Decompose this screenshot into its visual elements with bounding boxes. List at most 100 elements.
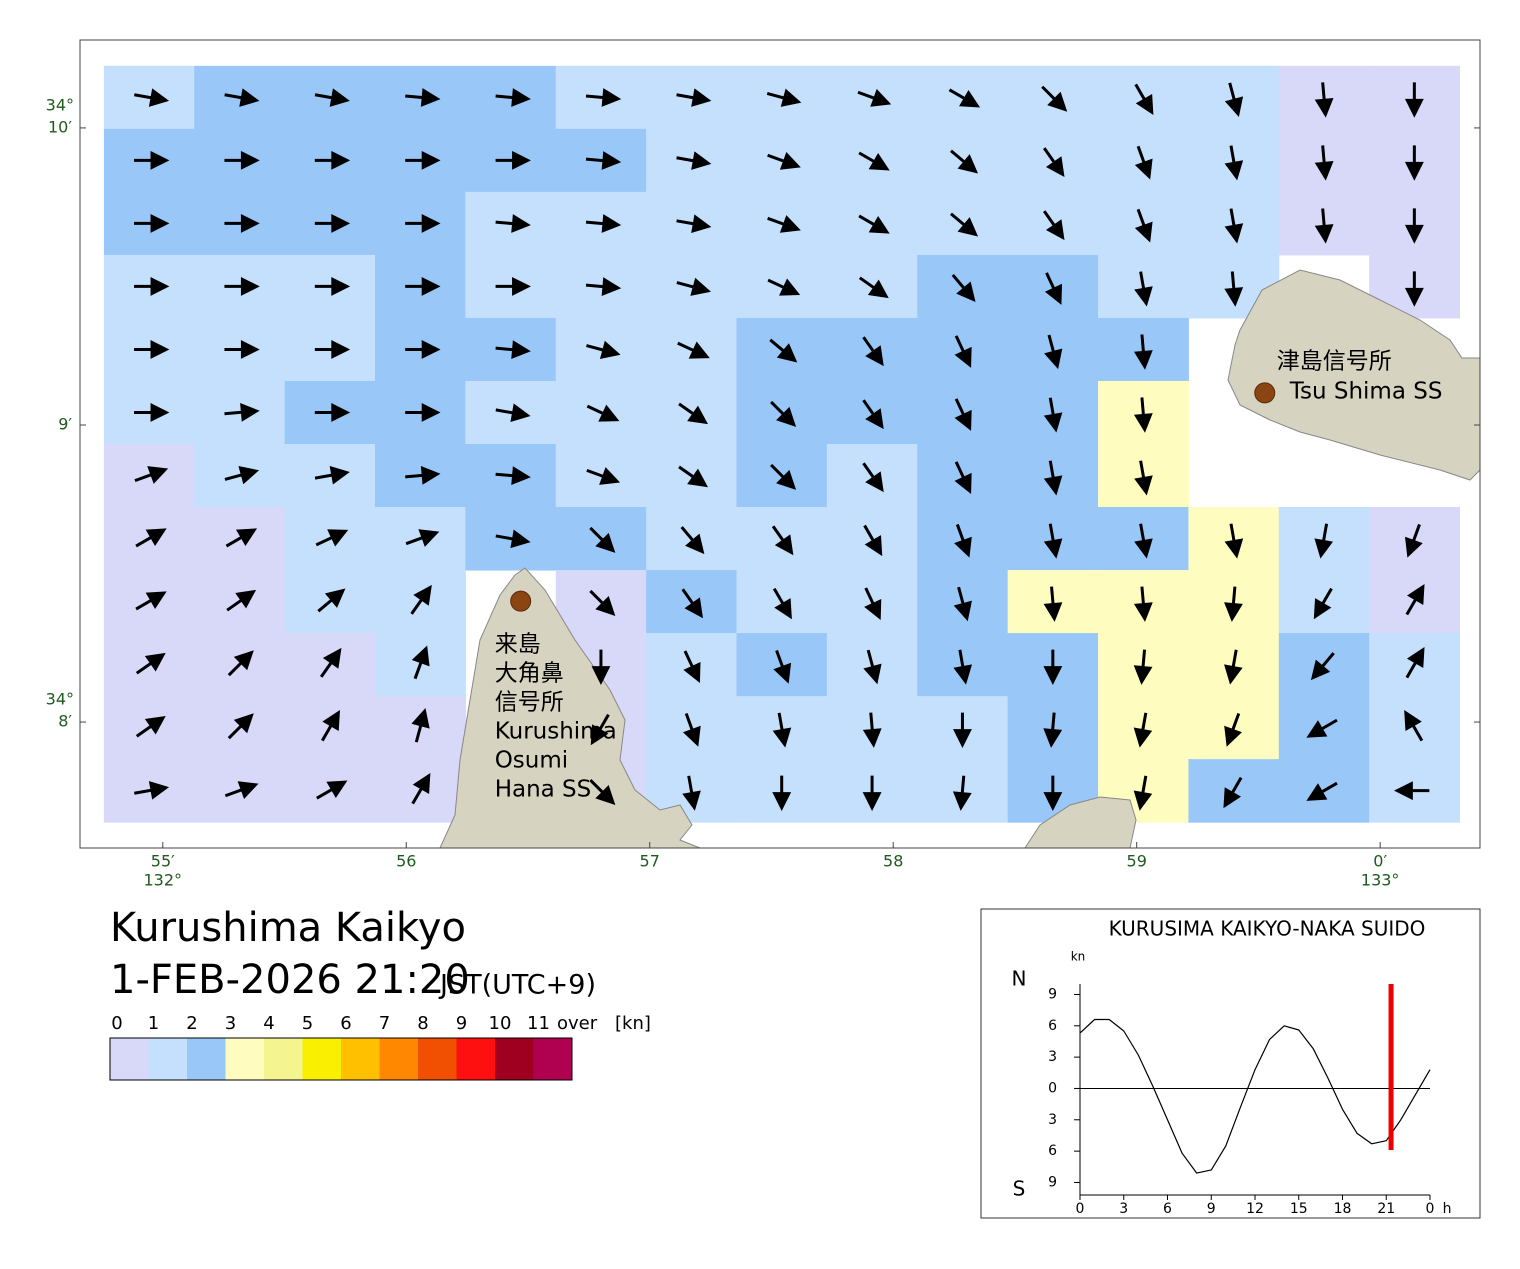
current-arrow: [315, 529, 349, 547]
current-arrow: [953, 649, 973, 685]
map-frame: [79, 39, 1481, 849]
current-arrow: [405, 277, 441, 296]
land-layer: [439, 269, 1481, 849]
legend-unit: [kn]: [615, 1013, 651, 1034]
x-tick-label: 0′: [1373, 852, 1387, 871]
x-tick-label: 0: [1076, 1201, 1085, 1217]
current-arrow: [1223, 776, 1243, 809]
current-arrow: [678, 402, 708, 425]
current-arrow: [1043, 147, 1065, 178]
x-tick-label: 55′: [151, 852, 175, 871]
x-tick-label: 18: [1334, 1201, 1352, 1217]
current-arrow: [317, 588, 346, 613]
current-arrow: [862, 462, 884, 493]
current-arrow: [314, 340, 351, 359]
current-arrow: [495, 214, 531, 233]
current-arrow: [227, 650, 254, 677]
legend-tick-label: 5: [302, 1013, 313, 1034]
current-arrow: [950, 149, 979, 174]
current-arrow: [224, 213, 260, 233]
current-arrow: [953, 586, 972, 622]
legend-swatch: [379, 1038, 418, 1080]
current-arrow: [1044, 272, 1063, 305]
current-arrow: [862, 775, 882, 811]
current-arrow: [224, 466, 260, 485]
current-arrow: [1043, 460, 1063, 496]
station-label: Kurushima: [495, 719, 617, 745]
current-arrow: [227, 713, 254, 740]
current-arrow: [1224, 586, 1243, 622]
current-arrow: [682, 713, 701, 747]
station-label: 信号所: [495, 690, 564, 716]
x-degree-label: 133°: [1361, 871, 1400, 890]
x-tick-label: 3: [1119, 1201, 1128, 1217]
current-arrow: [495, 340, 531, 359]
current-arrow: [772, 712, 792, 748]
current-arrow: [858, 214, 890, 234]
current-arrow: [1306, 718, 1338, 738]
current-arrow: [681, 588, 703, 619]
station-label: 大角鼻: [495, 661, 564, 687]
legend-swatch: [418, 1038, 457, 1080]
chart-title: KURUSIMA KAIKYO-NAKA SUIDO: [1109, 917, 1426, 941]
station-label: 来島: [495, 632, 541, 658]
current-arrow: [495, 529, 531, 549]
current-arrow: [1224, 208, 1244, 244]
current-arrow: [954, 523, 972, 558]
current-arrow: [495, 88, 531, 107]
current-arrow: [314, 150, 351, 170]
x-tick-label: 6: [1163, 1201, 1172, 1217]
current-arrow: [1224, 271, 1244, 307]
current-arrow: [858, 151, 890, 171]
current-arrow: [1405, 646, 1425, 679]
current-arrow: [680, 526, 705, 555]
current-arrow: [134, 340, 170, 359]
current-arrow: [952, 775, 972, 811]
station-label: 津島信号所: [1277, 348, 1392, 374]
current-arrow: [1134, 271, 1153, 307]
current-arrow: [411, 645, 430, 680]
current-arrow: [862, 336, 884, 367]
current-arrow: [1404, 145, 1424, 181]
x-tick-label: 57: [640, 852, 660, 871]
current-arrow: [495, 277, 531, 296]
current-arrow: [954, 398, 972, 431]
current-arrow: [134, 403, 170, 422]
current-arrow: [1404, 709, 1424, 742]
south-label: S: [1013, 1177, 1026, 1201]
y-degree-label: 34°: [46, 95, 74, 114]
x-unit: h: [1443, 1201, 1452, 1217]
current-arrow: [1043, 397, 1063, 433]
current-arrow: [862, 399, 884, 430]
tsushima-island: [1227, 269, 1481, 481]
current-arrow: [1134, 523, 1153, 559]
legend-tick-label: 6: [340, 1013, 351, 1034]
current-arrow: [589, 526, 616, 553]
current-arrow: [682, 775, 701, 811]
legend-tick-label: 4: [263, 1013, 274, 1034]
current-arrow: [585, 214, 622, 233]
south-island: [1024, 796, 1137, 849]
current-arrow: [953, 712, 972, 748]
current-arrow: [316, 780, 348, 800]
y-tick-label: 0: [1048, 1080, 1057, 1096]
current-arrow: [224, 277, 260, 296]
current-arrow: [1043, 210, 1065, 241]
x-tick-label: 9: [1207, 1201, 1216, 1217]
current-arrow: [863, 649, 882, 685]
current-arrow: [134, 88, 170, 107]
current-arrow: [224, 402, 260, 422]
annotation-layer: 55′ 56 57 58 59 0′ 132° 133° 10′ 9′ 8′ 34° 34° 津島信号所 T…: [46, 95, 1480, 890]
legend-tick-label: 10: [489, 1013, 512, 1034]
y-tick-label: 6: [1048, 1143, 1057, 1159]
current-arrow: [224, 340, 260, 359]
current-arrow: [1043, 649, 1063, 685]
current-arrow: [405, 213, 441, 233]
current-arrow: [954, 335, 972, 368]
current-arrow: [226, 589, 257, 612]
current-arrow: [766, 88, 802, 107]
current-arrow: [225, 528, 258, 548]
current-arrow: [1404, 523, 1423, 558]
current-arrow: [954, 461, 972, 494]
y-tick-label: 8′: [58, 712, 72, 731]
